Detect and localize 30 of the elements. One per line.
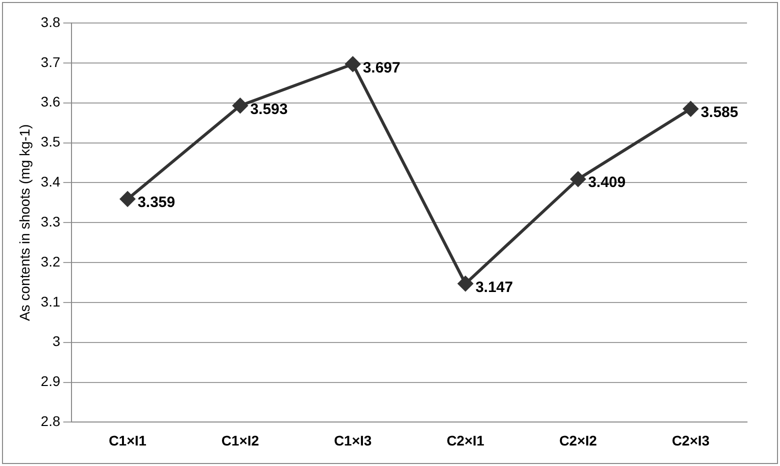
x-tick-label: C2×I1 (446, 432, 485, 448)
point (232, 98, 248, 114)
data-label: 3.147 (475, 278, 513, 296)
point (120, 192, 136, 207)
x-tick-label: C1×I1 (108, 432, 147, 448)
point (570, 172, 586, 187)
y-tick-label: 3.3 (40, 213, 60, 230)
y-tick-label: 3.6 (40, 94, 60, 110)
y-tick-label: 3.2 (40, 253, 60, 270)
x-tick-label: C1×I2 (221, 432, 260, 448)
point (345, 56, 360, 72)
data-label: 3.359 (138, 194, 176, 212)
x-tick-label: C1×I3 (334, 432, 372, 448)
data-label: 3.593 (250, 100, 288, 118)
data-label: 3.409 (588, 174, 626, 192)
x-tick-label: C2×I2 (559, 432, 598, 448)
data-label: 3.585 (700, 104, 738, 121)
x-tick-label: C2×I3 (672, 432, 710, 448)
point (683, 101, 698, 116)
y-tick-label: 2.9 (40, 373, 60, 390)
y-tick-label: 3.4 (40, 174, 60, 190)
y-tick-label: 3.7 (40, 54, 60, 70)
y-tick-label: 3.8 (40, 14, 60, 30)
data-label: 3.697 (362, 59, 400, 76)
y-tick-label: 3.5 (40, 134, 60, 150)
y-tick-label: 2.8 (40, 413, 60, 430)
point (458, 276, 473, 292)
y-axis-title: As contents in shoots (mg kg-1) (16, 124, 32, 322)
y-tick-label: 3 (52, 333, 60, 350)
y-tick-label: 3.1 (40, 293, 60, 310)
